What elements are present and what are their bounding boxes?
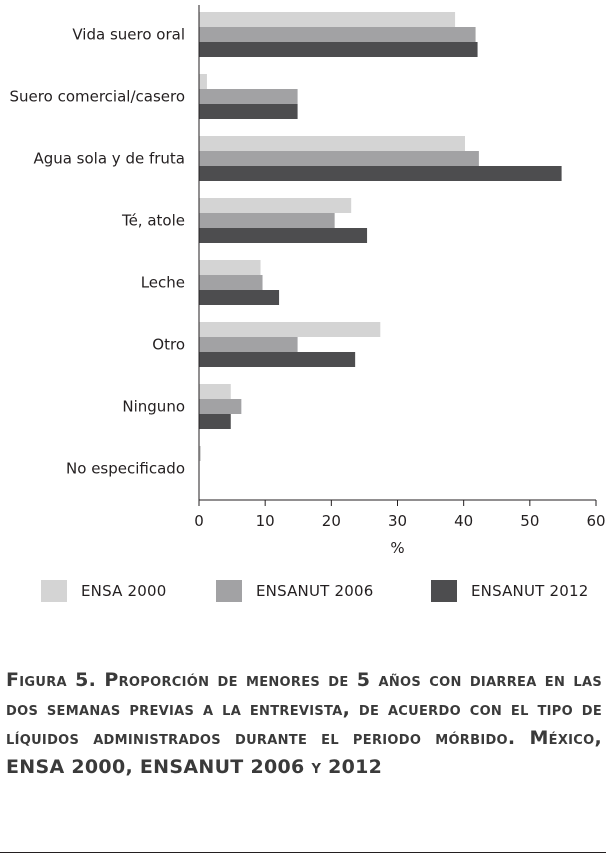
bar-no-especificado-ensa-2000 (199, 446, 201, 461)
x-tick-label-0: 0 (194, 512, 204, 530)
category-label-otro: Otro (152, 336, 185, 354)
bar-otro-ensanut-2006 (199, 337, 298, 352)
legend-item-ensanut-2006: ENSANUT 2006 (216, 578, 373, 604)
category-label-agua-sola-y-de-fruta: Agua sola y de fruta (33, 150, 185, 168)
bar-vida-suero-oral-ensanut-2012 (199, 42, 478, 57)
bar-leche-ensa-2000 (199, 260, 261, 275)
bar-te-atole-ensanut-2012 (199, 228, 368, 243)
legend-swatch-ensanut-2012 (431, 580, 457, 602)
legend-swatch-ensa-2000 (41, 580, 67, 602)
legend-item-ensanut-2012: ENSANUT 2012 (431, 578, 588, 604)
category-label-no-especificado: No especificado (66, 460, 185, 478)
x-axis-label: % (390, 539, 404, 557)
bar-agua-sola-y-de-fruta-ensanut-2006 (199, 151, 479, 166)
legend-label: ENSA 2000 (81, 582, 167, 600)
legend-label: ENSANUT 2012 (471, 582, 589, 600)
x-tick-label-30: 30 (388, 512, 407, 530)
figure-caption-text: Figura 5. Proporción de menores de 5 año… (6, 669, 602, 778)
category-labels: Vida suero oral Suero comercial/casero Agu… (10, 26, 185, 478)
bar-vida-suero-oral-ensanut-2006 (199, 27, 476, 42)
bottom-rule (0, 852, 606, 853)
legend: ENSA 2000 ENSANUT 2006 ENSANUT 2012 (0, 578, 606, 604)
bar-agua-sola-y-de-fruta-ensanut-2012 (199, 166, 562, 181)
bar-ninguno-ensanut-2012 (199, 414, 231, 429)
x-tick-label-10: 10 (256, 512, 275, 530)
figure-caption: Figura 5. Proporción de menores de 5 año… (6, 666, 602, 782)
bar-ninguno-ensa-2000 (199, 384, 231, 399)
bar-agua-sola-y-de-fruta-ensa-2000 (199, 136, 465, 151)
bar-chart: Vida suero oral Suero comercial/casero Agu… (10, 5, 606, 557)
category-label-suero-comercial-casero: Suero comercial/casero (10, 88, 185, 106)
x-tick-label-60: 60 (586, 512, 605, 530)
bar-vida-suero-oral-ensa-2000 (199, 12, 456, 27)
x-tick-label-20: 20 (322, 512, 341, 530)
category-label-vida-suero-oral: Vida suero oral (72, 26, 185, 44)
legend-item-ensa-2000: ENSA 2000 (41, 578, 167, 604)
x-tick-label-50: 50 (520, 512, 539, 530)
bar-ninguno-ensanut-2006 (199, 399, 242, 414)
bar-otro-ensanut-2012 (199, 352, 356, 367)
bar-suero-comercial-casero-ensanut-2006 (199, 89, 298, 104)
category-label-te-atole: Té, atole (121, 212, 185, 230)
legend-swatch-ensanut-2006 (216, 580, 242, 602)
bars-group (199, 12, 562, 461)
category-label-ninguno: Ninguno (122, 398, 185, 416)
bar-te-atole-ensa-2000 (199, 198, 352, 213)
bar-te-atole-ensanut-2006 (199, 213, 335, 228)
bar-suero-comercial-casero-ensanut-2012 (199, 104, 298, 119)
x-axis-ticks: 0 10 20 30 40 50 60 (194, 500, 606, 530)
bar-otro-ensa-2000 (199, 322, 381, 337)
x-tick-label-40: 40 (454, 512, 473, 530)
category-label-leche: Leche (141, 274, 185, 292)
bar-leche-ensanut-2006 (199, 275, 263, 290)
bar-suero-comercial-casero-ensa-2000 (199, 74, 207, 89)
bar-leche-ensanut-2012 (199, 290, 280, 305)
legend-label: ENSANUT 2006 (256, 582, 374, 600)
